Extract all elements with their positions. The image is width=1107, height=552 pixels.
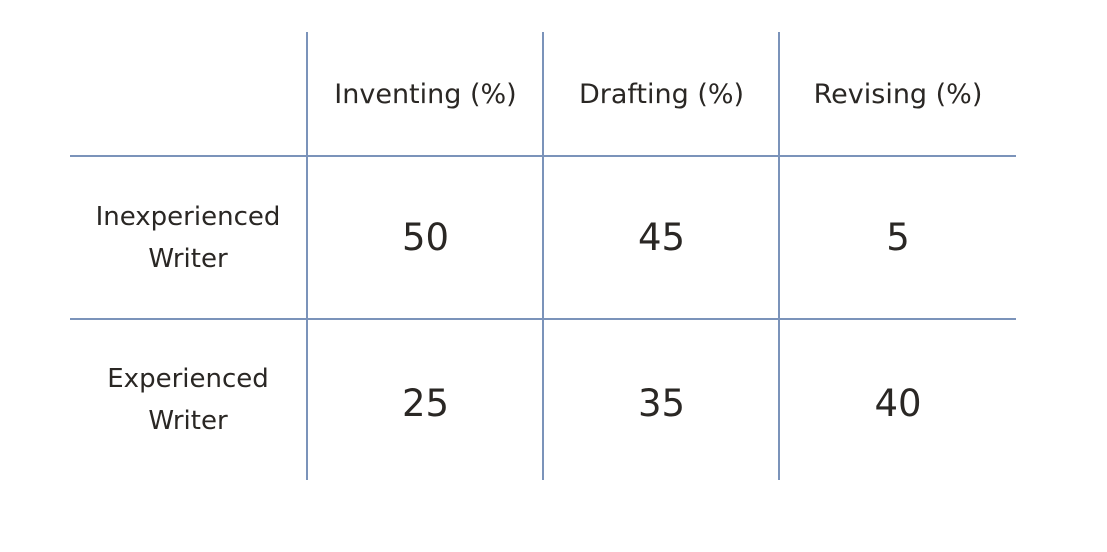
row-header-inexperienced: Inexperienced Writer	[70, 157, 306, 318]
row-header-experienced: Experienced Writer	[70, 320, 306, 480]
row-label-line: Writer	[148, 406, 228, 436]
table-cell: 25	[401, 381, 450, 425]
row-label-line: Inexperienced	[95, 201, 281, 232]
row-label-line: Writer	[148, 243, 228, 274]
table-cell: 40	[874, 381, 922, 425]
column-header-inventing: Inventing (%)	[334, 78, 517, 110]
table-cell: 50	[401, 216, 450, 259]
table-cell: 45	[637, 216, 686, 259]
grid-line-horizontal	[70, 318, 1016, 320]
grid-line-vertical	[306, 32, 308, 480]
table-cell: 35	[637, 381, 686, 425]
grid-line-vertical	[542, 32, 544, 480]
table-cell: 5	[886, 216, 910, 259]
grid-line-horizontal	[70, 155, 1016, 157]
row-label-line: Experienced	[107, 364, 269, 394]
grid-line-vertical	[778, 32, 780, 480]
column-header-revising: Revising (%)	[813, 78, 983, 110]
column-header-drafting: Drafting (%)	[578, 78, 745, 110]
